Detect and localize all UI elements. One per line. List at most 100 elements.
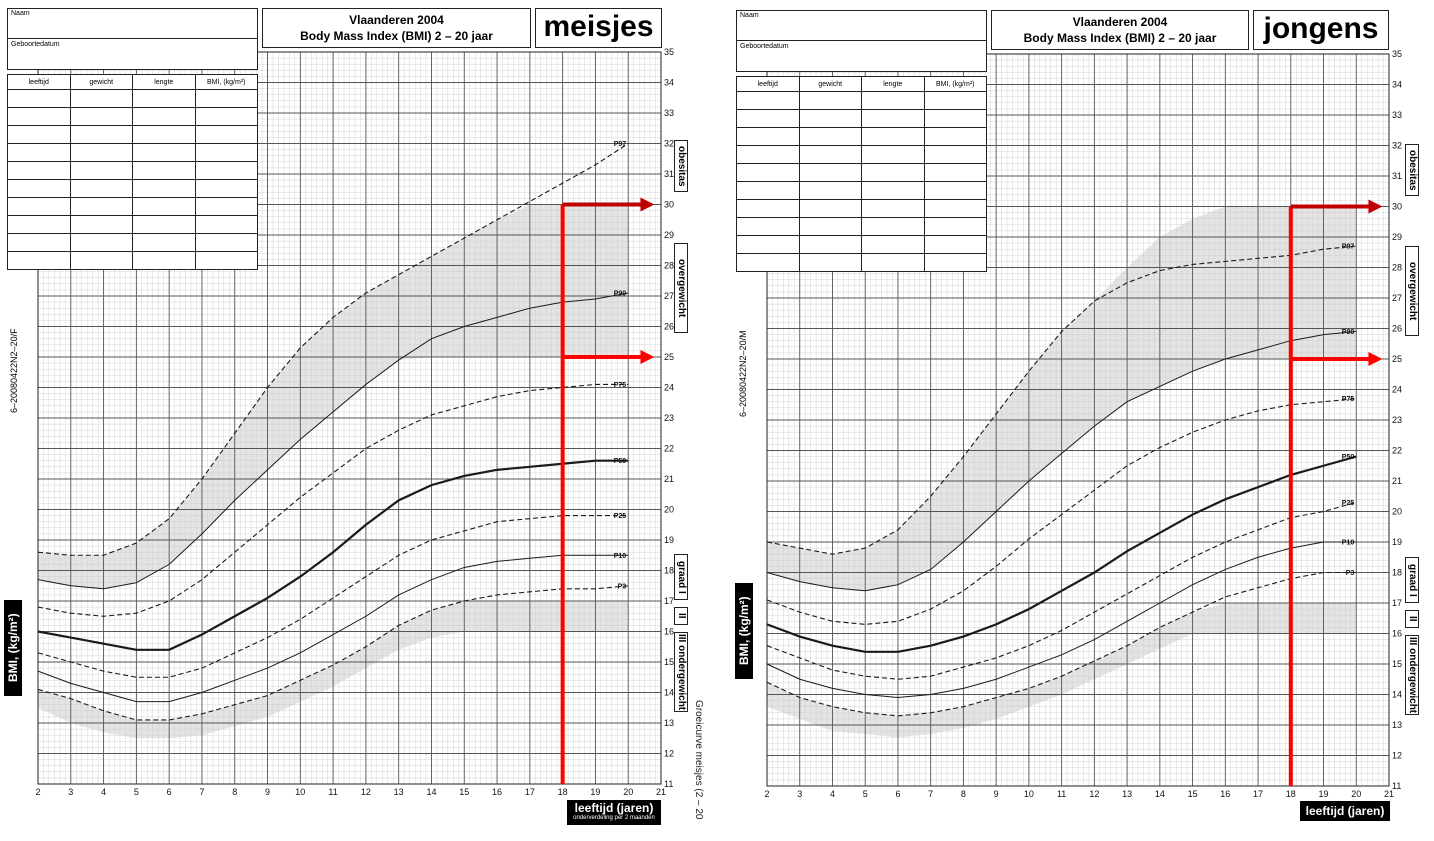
col-header-height: lengte [861, 76, 925, 92]
table-cell[interactable] [923, 127, 987, 146]
table-cell[interactable] [923, 217, 987, 236]
table-cell[interactable] [69, 179, 133, 198]
table-cell[interactable] [69, 107, 133, 126]
table-cell[interactable] [194, 179, 258, 198]
table-cell[interactable] [7, 89, 71, 108]
table-cell[interactable] [132, 251, 196, 270]
table-cell[interactable] [736, 127, 800, 146]
table-cell[interactable] [132, 233, 196, 252]
table-cell[interactable] [798, 109, 862, 128]
table-cell[interactable] [798, 217, 862, 236]
table-cell[interactable] [861, 181, 925, 200]
table-cell[interactable] [798, 127, 862, 146]
table-cell[interactable] [194, 233, 258, 252]
table-cell[interactable] [798, 91, 862, 110]
table-cell[interactable] [69, 89, 133, 108]
percentile-line-p97 [766, 245, 1357, 555]
table-cell[interactable] [194, 251, 258, 270]
table-cell[interactable] [194, 215, 258, 234]
table-cell[interactable] [861, 91, 925, 110]
y-tick-label: 19 [664, 535, 674, 545]
table-cell[interactable] [132, 143, 196, 162]
measurement-table: leeftijd gewicht lengte BMI, (kg/m²) [7, 74, 258, 270]
table-cell[interactable] [861, 145, 925, 164]
table-cell[interactable] [861, 253, 925, 272]
y-tick-label: 12 [1392, 751, 1402, 761]
table-cell[interactable] [736, 145, 800, 164]
table-cell[interactable] [132, 179, 196, 198]
table-cell[interactable] [798, 253, 862, 272]
table-row [736, 91, 987, 110]
table-cell[interactable] [798, 199, 862, 218]
table-cell[interactable] [7, 161, 71, 180]
table-cell[interactable] [861, 163, 925, 182]
table-cell[interactable] [194, 89, 258, 108]
plot-frame [37, 51, 662, 785]
table-cell[interactable] [194, 161, 258, 180]
table-cell[interactable] [861, 235, 925, 254]
table-cell[interactable] [798, 181, 862, 200]
x-tick-label: 5 [863, 789, 868, 799]
percentile-line-p50 [766, 455, 1357, 653]
table-row [7, 251, 258, 270]
table-cell[interactable] [69, 251, 133, 270]
table-cell[interactable] [69, 215, 133, 234]
table-cell[interactable] [7, 107, 71, 126]
table-cell[interactable] [736, 235, 800, 254]
x-tick-label: 2 [764, 789, 769, 799]
table-cell[interactable] [736, 163, 800, 182]
table-cell[interactable] [7, 251, 71, 270]
percentile-line-p25 [766, 501, 1357, 680]
table-cell[interactable] [923, 163, 987, 182]
table-cell[interactable] [132, 89, 196, 108]
table-cell[interactable] [798, 163, 862, 182]
table-cell[interactable] [69, 233, 133, 252]
percentile-label: P75 [1342, 396, 1355, 403]
sex-label: jongens [1263, 12, 1379, 45]
table-cell[interactable] [736, 217, 800, 236]
table-cell[interactable] [861, 109, 925, 128]
table-cell[interactable] [923, 199, 987, 218]
bmi-chart-boys: 2 3 4 5 6 7 8 9 10 11 12 13 14 15 16 17 18 19 20 2111121314… [764, 49, 1402, 799]
table-cell[interactable] [861, 127, 925, 146]
table-cell[interactable] [69, 197, 133, 216]
percentile-label: P10 [1342, 540, 1355, 547]
table-cell[interactable] [736, 109, 800, 128]
table-cell[interactable] [923, 145, 987, 164]
table-cell[interactable] [861, 217, 925, 236]
table-cell[interactable] [132, 197, 196, 216]
table-cell[interactable] [194, 143, 258, 162]
table-cell[interactable] [132, 125, 196, 144]
table-cell[interactable] [7, 179, 71, 198]
table-cell[interactable] [194, 125, 258, 144]
table-cell[interactable] [7, 125, 71, 144]
name-label: Naam [11, 10, 30, 17]
table-cell[interactable] [69, 125, 133, 144]
table-cell[interactable] [861, 199, 925, 218]
table-cell[interactable] [7, 197, 71, 216]
y-tick-label: 16 [1392, 629, 1402, 639]
table-cell[interactable] [736, 199, 800, 218]
table-cell[interactable] [923, 235, 987, 254]
table-cell[interactable] [923, 181, 987, 200]
table-cell[interactable] [736, 91, 800, 110]
table-cell[interactable] [736, 253, 800, 272]
table-cell[interactable] [194, 197, 258, 216]
table-cell[interactable] [69, 143, 133, 162]
table-cell[interactable] [132, 161, 196, 180]
table-cell[interactable] [798, 145, 862, 164]
percentile-label: P50 [1342, 454, 1355, 461]
table-cell[interactable] [194, 107, 258, 126]
table-cell[interactable] [7, 143, 71, 162]
table-cell[interactable] [69, 161, 133, 180]
table-cell[interactable] [7, 233, 71, 252]
table-cell[interactable] [923, 109, 987, 128]
table-cell[interactable] [7, 215, 71, 234]
table-cell[interactable] [923, 91, 987, 110]
obesity-label: obesitas [1405, 144, 1419, 196]
table-cell[interactable] [736, 181, 800, 200]
table-cell[interactable] [798, 235, 862, 254]
table-cell[interactable] [132, 215, 196, 234]
table-cell[interactable] [923, 253, 987, 272]
table-cell[interactable] [132, 107, 196, 126]
